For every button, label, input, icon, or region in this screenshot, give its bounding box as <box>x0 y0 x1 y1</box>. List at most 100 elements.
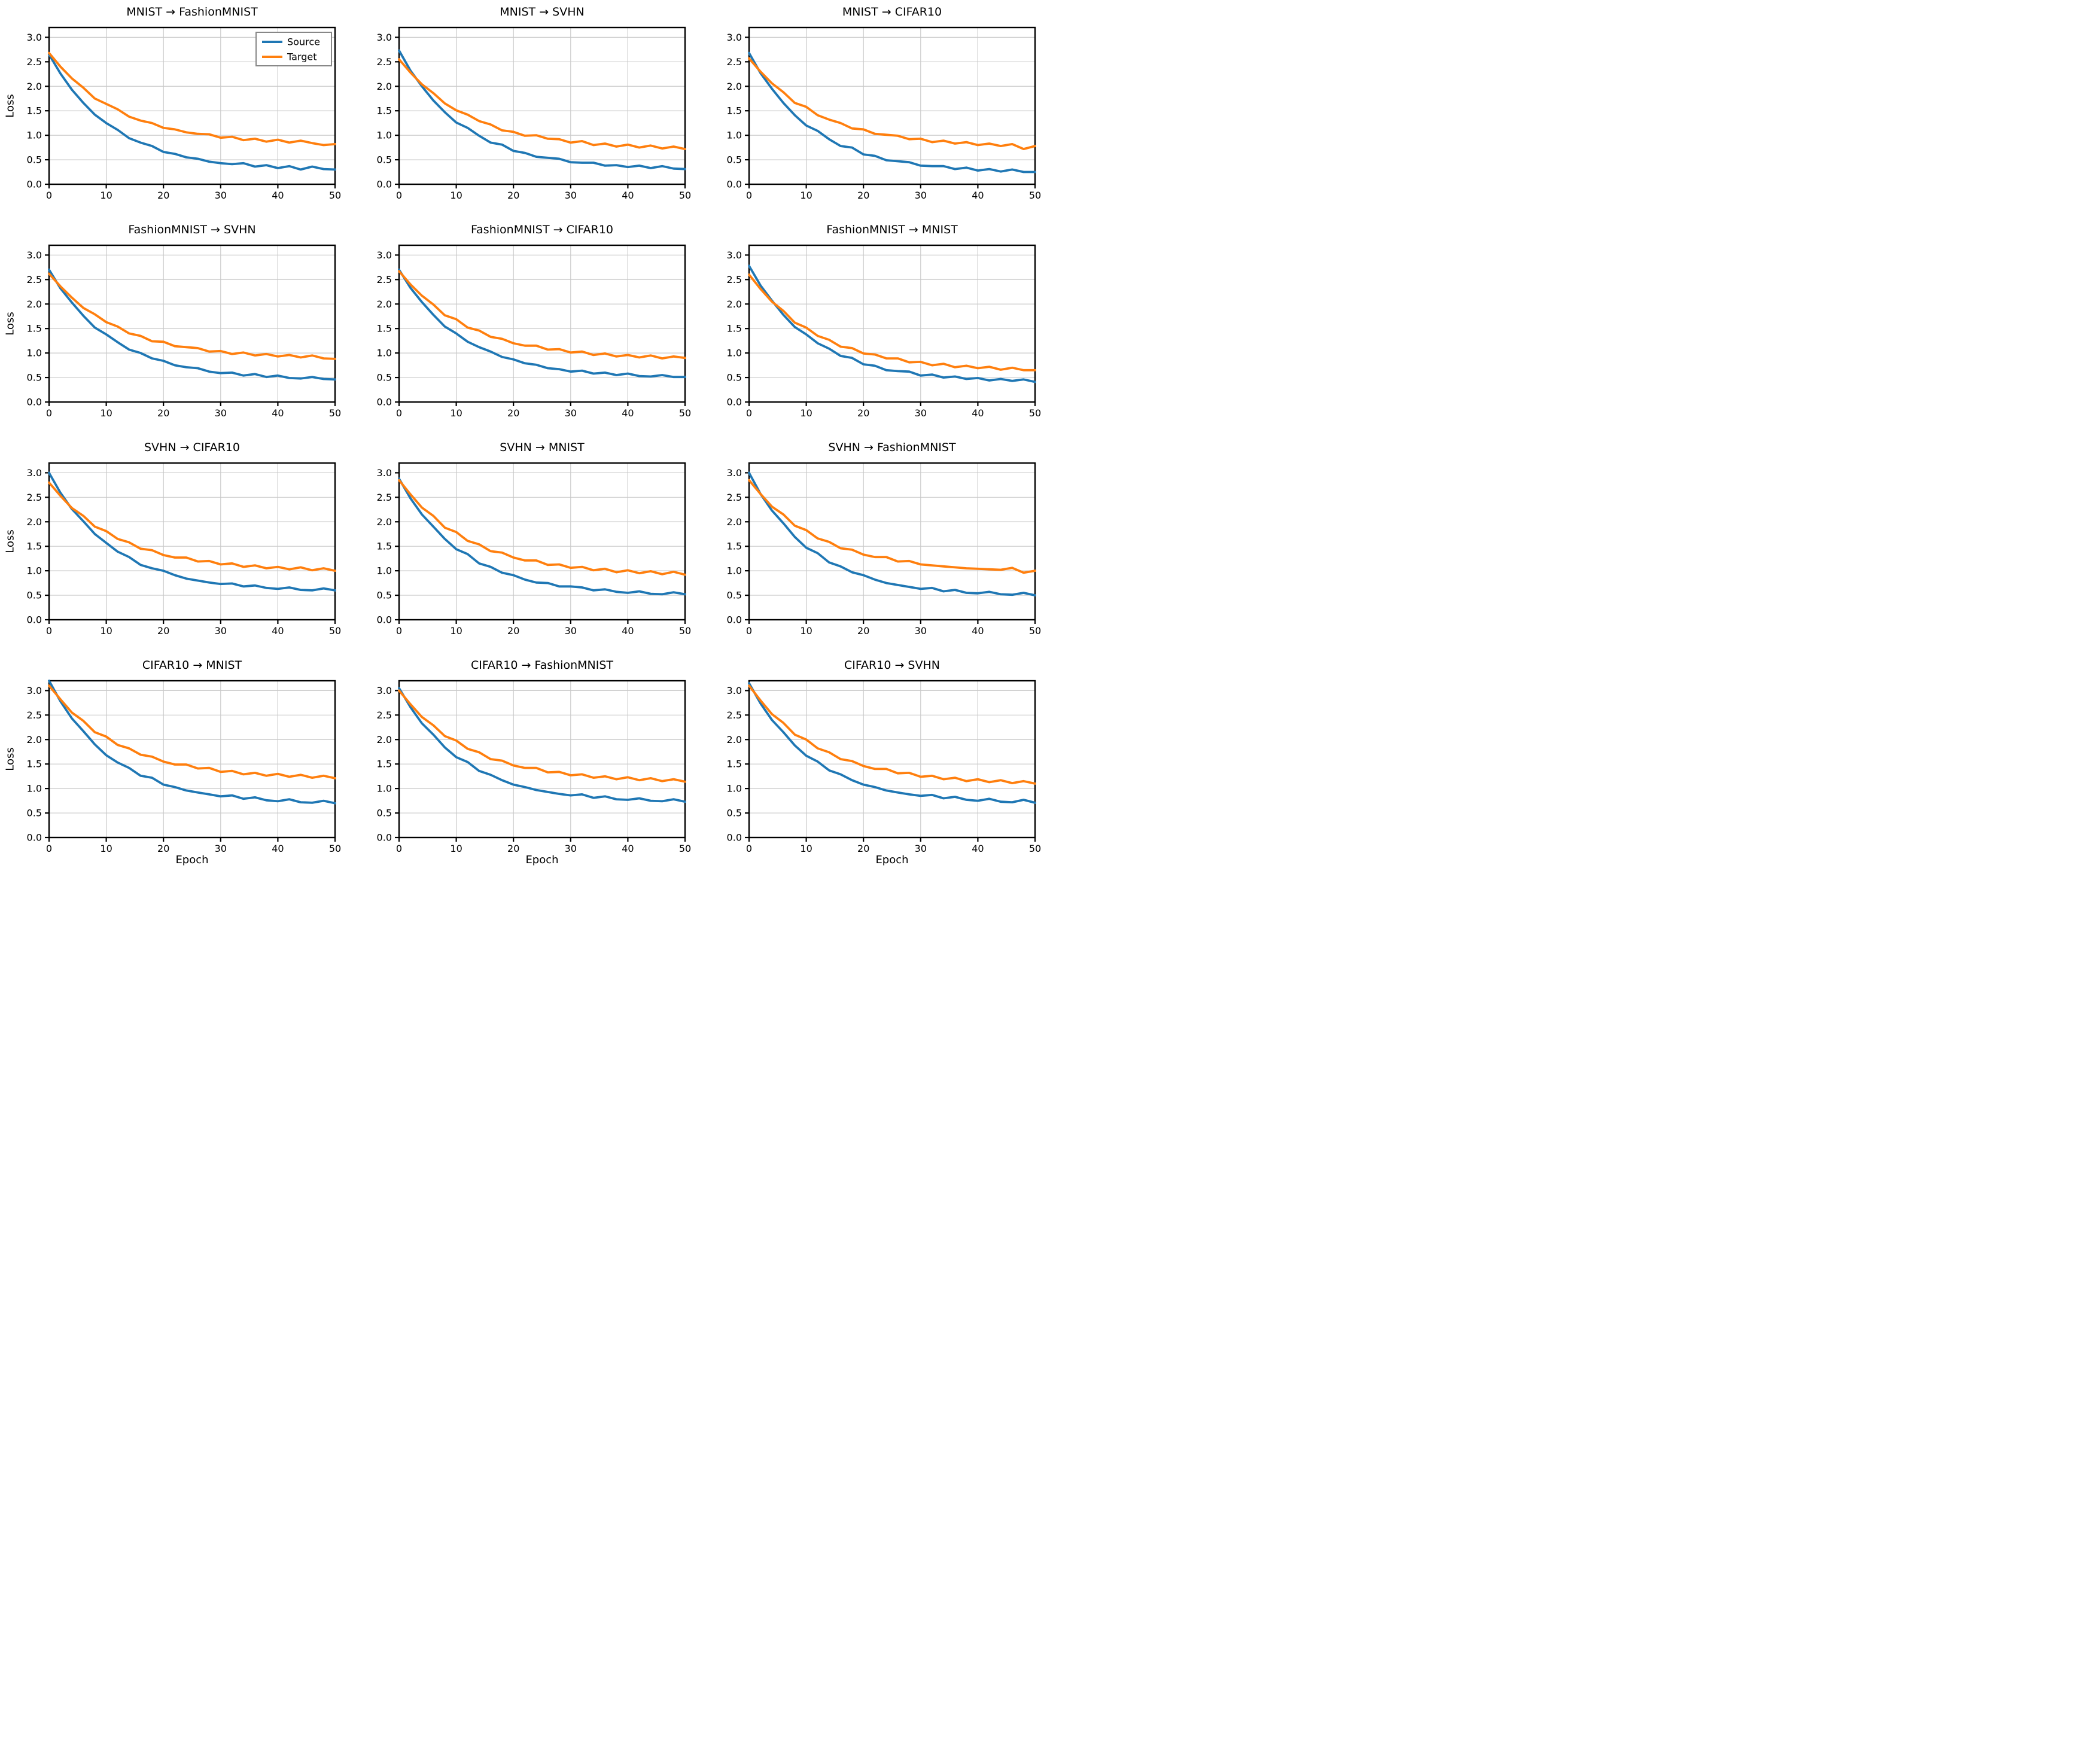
x-tick-label: 30 <box>215 407 227 419</box>
x-tick-label: 10 <box>100 843 112 854</box>
axes-spines <box>48 26 336 185</box>
loss-curve-target <box>748 273 1036 371</box>
y-tick-label: 2.0 <box>27 734 42 745</box>
loss-curve-target <box>748 57 1036 151</box>
subplot-cifar10-svhn: CIFAR10 → SVHN 0 10 20 30 40 50 0.0 0.5 1.0 1.5 2.… <box>700 653 1050 871</box>
y-tick-label: 1.5 <box>27 759 42 770</box>
y-tick-label: 3.0 <box>27 467 42 479</box>
x-tick-label: 30 <box>565 843 577 854</box>
x-tick-label: 40 <box>972 625 984 636</box>
x-tick-label: 50 <box>329 843 341 854</box>
y-tick-label: 1.5 <box>27 105 42 117</box>
y-tick-label: 0.0 <box>727 832 742 843</box>
subplot-svhn-mnist: SVHN → MNIST 0 10 20 30 40 50 0.0 0.5 1.0 1.5 2.0 2… <box>350 436 700 653</box>
axes-spines <box>48 462 336 621</box>
y-tick-label: 1.5 <box>727 105 742 117</box>
y-tick-label: 2.0 <box>727 516 742 528</box>
loss-curve-target <box>48 272 336 360</box>
x-tick-label: 0 <box>46 190 52 201</box>
figure-grid: MNIST → FashionMNIST Loss 0 10 20 30 40 50 0.0… <box>0 0 1050 871</box>
loss-curve-source <box>48 471 336 592</box>
subplot-title: FashionMNIST → CIFAR10 <box>470 223 614 236</box>
x-tick-label: 30 <box>565 407 577 419</box>
x-tick-label: 10 <box>800 625 812 636</box>
loss-curve-source <box>748 264 1036 383</box>
y-tick-label: 3.0 <box>377 467 392 479</box>
y-tick-label: 1.0 <box>727 130 742 141</box>
axes-spines <box>398 244 686 403</box>
axes-spines <box>48 244 336 403</box>
subplot-title: FashionMNIST → MNIST <box>826 223 958 236</box>
y-tick-label: 1.0 <box>27 565 42 577</box>
x-axis-label: Epoch <box>175 854 209 866</box>
x-tick-label: 20 <box>157 625 169 636</box>
legend-label-target: Target <box>287 51 317 63</box>
loss-curve-target <box>48 684 336 779</box>
y-tick-label: 2.0 <box>377 734 392 745</box>
loss-curve-source <box>748 51 1036 173</box>
x-tick-label: 30 <box>915 190 927 201</box>
x-tick-label: 40 <box>972 190 984 201</box>
loss-curve-source <box>48 53 336 171</box>
x-tick-label: 20 <box>507 407 519 419</box>
loss-curve-source <box>48 269 336 381</box>
x-tick-label: 50 <box>1029 625 1041 636</box>
y-tick-label: 1.0 <box>377 130 392 141</box>
y-tick-label: 2.5 <box>377 709 392 721</box>
y-tick-label: 1.0 <box>377 565 392 577</box>
loss-curve-source <box>748 682 1036 804</box>
x-tick-label: 10 <box>450 625 462 636</box>
x-tick-label: 50 <box>679 625 691 636</box>
y-tick-label: 0.5 <box>377 808 392 819</box>
y-tick-label: 2.0 <box>377 299 392 310</box>
x-tick-label: 40 <box>272 190 284 201</box>
loss-curve-source <box>398 49 686 170</box>
x-tick-label: 10 <box>800 190 812 201</box>
x-tick-label: 30 <box>915 625 927 636</box>
y-tick-label: 1.5 <box>727 323 742 334</box>
loss-curve-source <box>748 471 1036 597</box>
loss-curve-target <box>48 481 336 572</box>
y-tick-label: 1.5 <box>727 541 742 552</box>
y-tick-label: 1.5 <box>727 759 742 770</box>
x-tick-label: 10 <box>450 407 462 419</box>
x-tick-label: 20 <box>157 407 169 419</box>
loss-curve-source <box>398 269 686 379</box>
subplot-title: MNIST → FashionMNIST <box>126 5 258 19</box>
subplot-title: SVHN → CIFAR10 <box>144 441 240 454</box>
axes-spines <box>398 462 686 621</box>
loss-curve-target <box>398 58 686 151</box>
x-tick-label: 50 <box>679 407 691 419</box>
x-tick-label: 40 <box>622 625 634 636</box>
y-tick-label: 3.0 <box>727 467 742 479</box>
y-tick-label: 0.5 <box>377 154 392 166</box>
x-tick-label: 50 <box>679 190 691 201</box>
y-tick-label: 1.5 <box>377 759 392 770</box>
y-tick-label: 0.0 <box>377 397 392 408</box>
y-tick-label: 2.5 <box>27 56 42 68</box>
subplot-title: MNIST → SVHN <box>500 5 585 19</box>
subplot-mnist-cifar10: MNIST → CIFAR10 0 10 20 30 40 50 0.0 0.5 1.0 1.5 2… <box>700 0 1050 218</box>
y-tick-label: 3.0 <box>377 685 392 696</box>
y-tick-label: 1.5 <box>377 541 392 552</box>
x-tick-label: 20 <box>857 625 869 636</box>
y-tick-label: 2.0 <box>377 81 392 92</box>
x-tick-label: 20 <box>157 843 169 854</box>
loss-curve-target <box>48 51 336 147</box>
y-tick-label: 0.0 <box>27 179 42 190</box>
subplot-fashionmnist-svhn: FashionMNIST → SVHN Loss 0 10 20 30 40 50 0.0 0… <box>0 218 350 436</box>
loss-chart: 0 10 20 30 40 50 0.0 0.5 1.0 1.5 2.0 2.5 3.0 <box>377 244 691 419</box>
loss-chart: 0 10 20 30 40 50 0.0 0.5 1.0 1.5 2.0 2.5 3.0 <box>727 244 1041 419</box>
x-tick-label: 0 <box>46 625 52 636</box>
loss-curve-target <box>398 689 686 783</box>
x-tick-label: 20 <box>507 190 519 201</box>
y-tick-label: 2.0 <box>377 516 392 528</box>
x-tick-label: 10 <box>800 407 812 419</box>
legend-box <box>255 32 332 66</box>
y-tick-label: 0.5 <box>727 154 742 166</box>
y-tick-label: 1.0 <box>27 130 42 141</box>
x-tick-label: 30 <box>215 625 227 636</box>
subplot-cifar10-fashionmnist: CIFAR10 → FashionMNIST 0 10 20 30 40 50 0.0 0.5… <box>350 653 700 871</box>
x-tick-label: 50 <box>1029 407 1041 419</box>
loss-chart: 0 10 20 30 40 50 0.0 0.5 1.0 1.5 2.0 2.5 3.0 <box>377 26 691 201</box>
